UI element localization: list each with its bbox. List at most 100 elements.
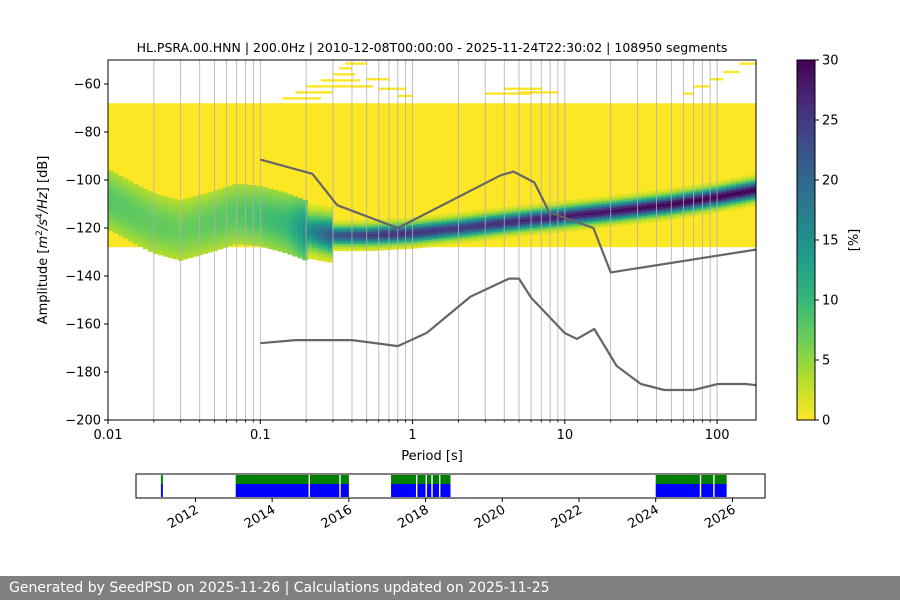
heatmap-cell bbox=[347, 241, 353, 244]
heatmap-cell bbox=[372, 233, 378, 237]
heatmap-cell bbox=[117, 183, 124, 186]
heatmap-cell bbox=[217, 205, 224, 209]
heatmap-cell bbox=[711, 210, 717, 214]
heatmap-cell bbox=[292, 253, 299, 257]
heatmap-cell bbox=[377, 242, 383, 246]
heatmap-cell bbox=[407, 222, 413, 225]
heatmap-cell bbox=[451, 212, 458, 216]
heatmap-sparse-cell bbox=[717, 213, 756, 216]
heatmap-cell bbox=[566, 199, 573, 203]
colorbar-tick-label: 15 bbox=[822, 234, 839, 249]
heatmap-cell bbox=[287, 247, 294, 250]
heatmap-cell bbox=[182, 203, 189, 207]
heatmap-cell bbox=[287, 235, 294, 238]
heatmap-cell bbox=[277, 210, 284, 214]
heatmap-cell bbox=[262, 216, 269, 219]
heatmap-cell bbox=[731, 202, 737, 205]
heatmap-cell bbox=[471, 212, 478, 216]
heatmap-cell bbox=[681, 193, 687, 197]
heatmap-cell bbox=[427, 217, 433, 221]
heatmap-cell bbox=[197, 223, 204, 227]
heatmap-cell bbox=[486, 208, 493, 212]
heatmap-cell bbox=[287, 194, 294, 198]
heatmap-cell bbox=[367, 236, 373, 240]
heatmap-cell bbox=[117, 185, 124, 189]
heatmap-cell bbox=[297, 210, 303, 213]
heatmap-cell bbox=[526, 204, 533, 207]
heatmap-cell bbox=[267, 210, 274, 214]
heatmap-cell bbox=[277, 193, 284, 197]
heatmap-cell bbox=[332, 231, 338, 235]
heatmap-cell bbox=[691, 206, 697, 210]
heatmap-cell bbox=[531, 220, 538, 224]
heatmap-cell bbox=[397, 241, 403, 245]
heatmap-cell bbox=[377, 233, 383, 237]
heatmap-cell bbox=[516, 217, 523, 220]
heatmap-cell bbox=[656, 218, 662, 222]
heatmap-cell bbox=[297, 217, 303, 221]
heatmap-cell bbox=[352, 238, 358, 242]
heatmap-cell bbox=[736, 201, 742, 205]
heatmap-cell bbox=[611, 224, 618, 227]
heatmap-cell bbox=[357, 219, 363, 223]
heatmap-cell bbox=[287, 211, 294, 214]
heatmap-cell bbox=[197, 214, 204, 217]
heatmap-cell bbox=[731, 185, 737, 189]
heatmap-cell bbox=[187, 219, 194, 223]
y-axis-label-part: Hz bbox=[36, 191, 51, 209]
heatmap-cell bbox=[302, 214, 308, 218]
heatmap-cell bbox=[127, 181, 134, 185]
heatmap-cell bbox=[317, 231, 323, 235]
heatmap-cell bbox=[237, 210, 244, 214]
heatmap-cell bbox=[646, 207, 652, 211]
heatmap-cell bbox=[247, 225, 254, 229]
heatmap-cell bbox=[606, 224, 613, 228]
heatmap-cell bbox=[686, 200, 692, 203]
heatmap-cell bbox=[551, 218, 558, 222]
heatmap-cell bbox=[292, 227, 299, 231]
heatmap-cell bbox=[671, 202, 677, 206]
heatmap-cell bbox=[227, 212, 234, 215]
heatmap-cell bbox=[631, 192, 637, 196]
heatmap-cell bbox=[646, 200, 652, 204]
heatmap-cell bbox=[387, 228, 393, 231]
heatmap-cell bbox=[187, 236, 194, 239]
heatmap-cell bbox=[108, 172, 114, 176]
heatmap-cell bbox=[117, 231, 124, 234]
heatmap-cell bbox=[327, 226, 333, 230]
timeline-tick-label: 2018 bbox=[395, 502, 431, 532]
heatmap-cell bbox=[367, 221, 373, 225]
heatmap-cell bbox=[217, 212, 224, 216]
heatmap-cell bbox=[147, 196, 154, 200]
heatmap-cell bbox=[117, 180, 124, 184]
x-tick-label: 0.1 bbox=[250, 428, 271, 443]
heatmap-cell bbox=[317, 253, 323, 257]
heatmap-cell bbox=[327, 209, 333, 213]
heatmap-cell bbox=[252, 238, 259, 242]
heatmap-cell bbox=[217, 234, 224, 238]
heatmap-cell bbox=[656, 216, 662, 220]
heatmap-cell bbox=[117, 214, 124, 218]
heatmap-cell bbox=[212, 192, 219, 196]
heatmap-cell bbox=[112, 180, 119, 184]
heatmap-cell bbox=[751, 176, 756, 180]
heatmap-cell bbox=[192, 217, 199, 221]
heatmap-cell bbox=[207, 242, 214, 246]
heatmap-cell bbox=[387, 240, 393, 243]
heatmap-cell bbox=[566, 226, 573, 230]
heatmap-cell bbox=[222, 201, 229, 205]
heatmap-cell bbox=[197, 194, 204, 198]
heatmap-cell bbox=[327, 238, 333, 242]
heatmap-cell bbox=[132, 219, 139, 223]
heatmap-cell bbox=[566, 207, 573, 210]
heatmap-cell bbox=[417, 221, 423, 225]
heatmap-cell bbox=[741, 178, 747, 182]
heatmap-cell bbox=[247, 192, 254, 195]
heatmap-cell bbox=[586, 202, 593, 206]
heatmap-cell bbox=[521, 214, 528, 218]
heatmap-cell bbox=[446, 239, 453, 243]
heatmap-cell bbox=[407, 234, 413, 237]
heatmap-cell bbox=[202, 193, 209, 197]
heatmap-cell bbox=[292, 220, 299, 223]
heatmap-cell bbox=[616, 201, 623, 205]
